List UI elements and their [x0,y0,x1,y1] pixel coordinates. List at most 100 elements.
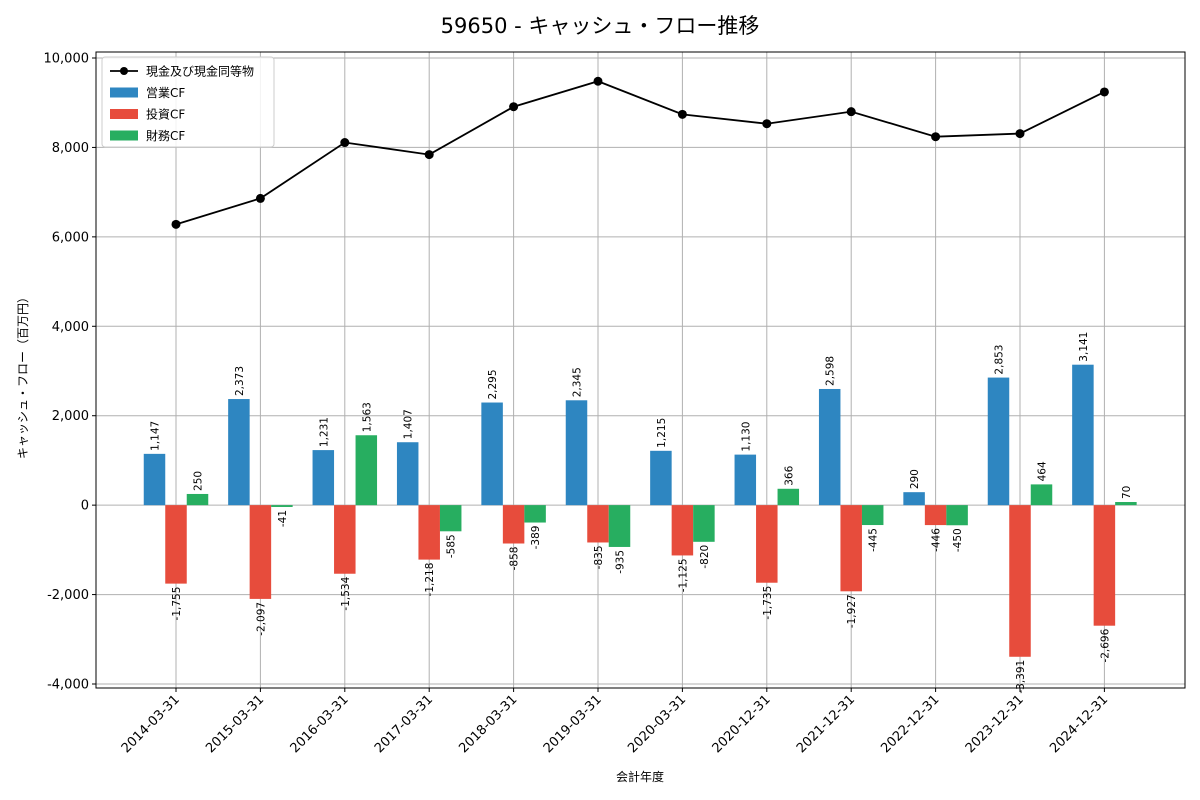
bar-value-label: -1,534 [340,576,352,610]
cash-point [762,119,772,129]
y-tick-label: 0 [81,499,89,514]
plot-frame [95,51,1186,689]
y-axis-label: キャッシュ・フロー（百万円） [16,291,30,459]
bar-value-label: 1,563 [361,402,373,432]
cash-point [1099,87,1109,97]
y-tick-label: -4,000 [47,678,89,693]
bar-value-label: -1,218 [424,563,436,597]
bar-財務CF [608,505,631,547]
cash-point [677,109,687,119]
x-tick-label: 2016-03-31 [288,692,352,756]
x-tick-label: 2018-03-31 [456,692,520,756]
bar-value-label: 290 [909,469,921,489]
bar-投資CF [756,505,778,583]
x-tick-label: 2020-03-31 [625,692,689,756]
bar-財務CF [355,435,378,506]
bar-財務CF [439,505,462,532]
bar-value-label: 2,598 [825,356,837,386]
bar-value-label: 3,141 [1078,332,1090,362]
bar-value-label: -1,927 [846,594,858,628]
bar-value-label: -445 [868,528,880,552]
bar-value-label: -2,097 [255,602,267,636]
bar-投資CF [671,505,694,556]
cash-equivalents-line [175,80,1105,226]
cash-point [424,150,434,160]
y-tick-label: 8,000 [52,141,89,156]
bar-value-label: 2,853 [994,345,1006,375]
bar-value-label: -3,391 [1015,660,1027,694]
bar-営業CF [1072,364,1094,506]
y-tick-label: 10,000 [44,52,90,67]
bar-投資CF [418,505,440,560]
bar-財務CF [946,505,968,526]
bar-投資CF [1009,505,1031,657]
bar-営業CF [396,442,419,506]
legend-label: 現金及び現金同等物 [146,64,254,79]
cash-point [509,102,519,112]
cash-point [846,107,856,117]
legend-swatch [110,87,138,98]
cash-point [1015,129,1025,139]
x-tick-label: 2017-03-31 [372,692,436,756]
y-tick-label: 2,000 [52,409,89,424]
bar-営業CF [650,450,672,506]
bar-value-label: 2,295 [487,369,499,399]
x-tick-label: 2014-03-31 [119,692,183,756]
bar-営業CF [228,399,250,506]
bar-投資CF [334,505,356,574]
cash-point [931,132,941,142]
bar-営業CF [818,388,841,506]
legend-marker-swatch [120,67,128,75]
bar-value-label: -585 [446,534,458,558]
legend-label: 投資CF [146,107,185,122]
bar-value-label: 1,130 [740,422,752,452]
bar-投資CF [249,505,272,599]
bar-投資CF [1093,505,1116,626]
bar-財務CF [777,488,800,506]
bar-value-label: -450 [952,528,964,552]
bar-value-label: 70 [1121,486,1133,499]
bar-財務CF [693,505,715,542]
bar-value-label: 1,215 [656,418,668,448]
bars [143,364,1137,657]
chart-title: 59650 - キャッシュ・フロー推移 [441,14,760,38]
bar-value-label: 464 [1037,461,1049,481]
cash-point [171,219,181,229]
bar-value-label: -835 [593,545,605,569]
bar-value-label: 1,231 [318,417,330,447]
bar-value-label: 2,345 [572,367,584,397]
bar-財務CF [861,505,884,526]
x-tick-label: 2024-12-31 [1047,692,1111,756]
bar-value-label: -389 [530,526,542,550]
bar-投資CF [502,505,525,544]
bar-営業CF [565,400,588,506]
bar-value-label: 366 [783,465,795,485]
legend-label: 財務CF [146,128,185,143]
bar-value-label: 250 [193,471,205,491]
bar-value-label: -2,696 [1099,628,1111,662]
bar-営業CF [481,402,503,506]
legend-swatch [110,109,138,119]
bar-財務CF [1115,502,1137,506]
bar-value-label: -41 [277,510,289,527]
bar-営業CF [903,492,925,506]
bar-営業CF [734,454,757,506]
bar-value-label: 1,407 [403,409,415,439]
cash-point [255,193,265,203]
x-tick-label: 2022-12-31 [878,692,942,756]
bar-営業CF [143,453,166,506]
y-tick-label: -2,000 [47,588,89,603]
bar-value-label: 2,373 [234,366,246,396]
x-tick-label: 2023-12-31 [963,692,1027,756]
bar-財務CF [1030,484,1053,506]
bar-labels: 1,147 2,373 1,231 1,407 2,295 2,345 1,215 1,130… [150,332,1133,694]
x-axis-ticks: 2014-03-31 2015-03-31 2016-03-31 2017-03-31… [119,688,1111,756]
bar-投資CF [840,505,862,592]
bar-value-label: -858 [509,547,521,571]
bar-投資CF [924,505,947,526]
legend-box [101,56,275,148]
y-axis-ticks: -4,000 -2,000 0 2,000 4,000 6,000 8,000 10,000 [44,52,96,693]
bar-value-label: -820 [699,545,711,569]
